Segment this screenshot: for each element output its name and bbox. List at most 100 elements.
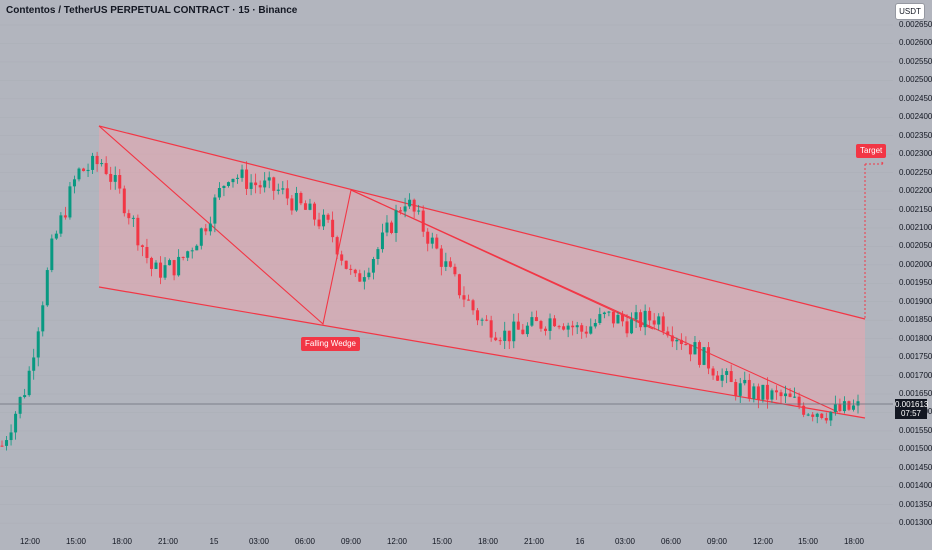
candle (322, 209, 326, 230)
time-tick-label: 03:00 (614, 537, 636, 546)
candle (163, 257, 167, 280)
candle (711, 366, 715, 380)
candle (131, 215, 135, 227)
candle-body (439, 248, 443, 267)
candle-body (281, 188, 285, 190)
candle (602, 311, 606, 319)
time-tick-label: 06:00 (660, 537, 682, 546)
candle (168, 258, 172, 266)
candle (652, 313, 656, 330)
candle (18, 396, 22, 419)
candle (109, 166, 113, 190)
candle (630, 312, 634, 335)
candle-body (72, 179, 76, 187)
candle (240, 164, 244, 182)
candle-body (457, 274, 461, 296)
candle (258, 180, 262, 194)
candle-body (543, 328, 547, 331)
candle-body (285, 188, 289, 199)
candle (498, 337, 502, 345)
candle-body (548, 318, 552, 331)
candle (276, 183, 280, 195)
price-tick-label: 0.001550 (899, 425, 932, 435)
price-tick-label: 0.002050 (899, 241, 932, 251)
candle-body (661, 316, 665, 332)
candle (616, 312, 620, 324)
candle-body (679, 339, 683, 345)
candle (480, 317, 484, 326)
currency-button[interactable]: USDT (895, 3, 925, 20)
candle (317, 212, 321, 230)
candle-body (385, 222, 389, 233)
candle (226, 181, 230, 188)
candle-body (648, 310, 652, 321)
candle (358, 269, 362, 282)
candle-body (580, 325, 584, 332)
candle-body (516, 321, 520, 330)
candle-body (720, 374, 724, 381)
candle-body (462, 295, 466, 300)
candle (489, 315, 493, 342)
candle (634, 304, 638, 328)
candle (688, 344, 692, 362)
candle (707, 341, 711, 375)
candle (847, 400, 851, 411)
candle-body (249, 182, 253, 189)
chart-title: Contentos / TetherUS PERPETUAL CONTRACT … (6, 5, 298, 16)
candle (349, 264, 353, 275)
current-price-badge: 0.001613 07:57 (895, 399, 928, 419)
candle-body (489, 320, 493, 338)
candle (820, 413, 824, 420)
candle (756, 383, 760, 409)
candle-body (557, 326, 561, 328)
candle (580, 322, 584, 339)
candle (466, 294, 470, 301)
candle (426, 228, 430, 252)
target-label: Target (856, 144, 887, 158)
candle-body (598, 314, 602, 323)
candle-body (788, 393, 792, 397)
candle (435, 234, 439, 250)
candle (457, 273, 461, 299)
price-tick-label: 0.002550 (899, 56, 932, 66)
time-tick-label: 18:00 (111, 537, 133, 546)
candle (50, 234, 54, 273)
candle (738, 377, 742, 403)
candle (199, 227, 203, 250)
candle (553, 315, 557, 327)
candle (0, 440, 4, 447)
candle (779, 389, 783, 404)
price-tick-label: 0.001300 (899, 518, 932, 528)
candle-body (390, 222, 394, 233)
time-tick-label: 12:00 (752, 537, 774, 546)
wedge-lower-trendline (98, 286, 866, 419)
candle-body (770, 390, 774, 400)
candle (145, 238, 149, 264)
candle-body (856, 401, 860, 406)
candle (607, 310, 611, 317)
price-tick-label: 0.002000 (899, 259, 932, 269)
candle-body (453, 266, 457, 275)
price-tick-label: 0.001500 (899, 444, 932, 454)
candle-body (118, 175, 122, 189)
candle-body (82, 168, 86, 172)
candle (788, 388, 792, 398)
candle-body (512, 321, 516, 342)
candle (186, 250, 190, 262)
candle (27, 366, 31, 397)
candle-body (54, 233, 58, 239)
price-tick-label: 0.002600 (899, 38, 932, 48)
candle (444, 252, 448, 272)
candle-body (77, 168, 81, 180)
candle-body (254, 182, 258, 186)
candle (417, 204, 421, 215)
candle-body (693, 342, 697, 355)
candle-body (59, 215, 63, 234)
candle-body (607, 311, 611, 313)
candle-body (539, 321, 543, 329)
candle-body (779, 392, 783, 397)
candle (380, 223, 384, 253)
candle-body (675, 339, 679, 342)
candle (362, 270, 366, 290)
